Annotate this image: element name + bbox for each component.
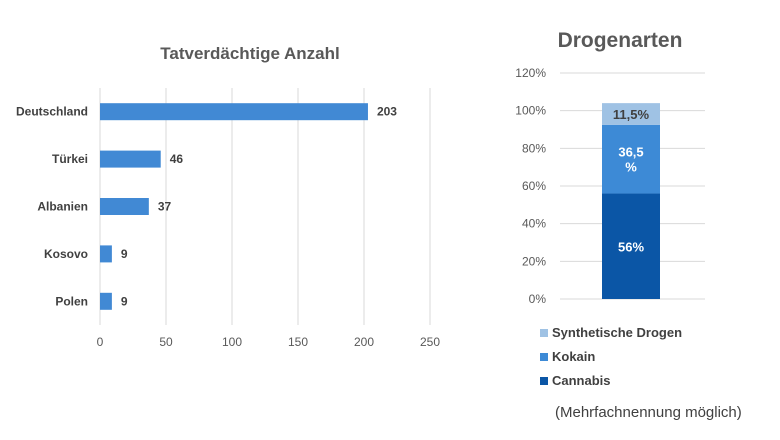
y-tick-label-4: 80% [522, 141, 546, 155]
x-tick-label-4: 200 [354, 335, 374, 349]
data-label-4: 9 [121, 294, 128, 308]
x-tick-label-2: 100 [222, 335, 242, 349]
stack-segment-cannabis [602, 193, 660, 299]
stack-segment-kokain [602, 124, 660, 194]
segment-label-1-0: 36,5 [618, 145, 643, 160]
x-tick-label-1: 50 [159, 335, 173, 349]
legend-swatch-2 [540, 377, 548, 385]
bar-kosovo [100, 245, 112, 263]
data-label-0: 203 [377, 105, 397, 119]
stack-segment-synthetische-drogen [602, 103, 660, 125]
legend-swatch-1 [540, 353, 548, 361]
data-label-3: 9 [121, 247, 128, 261]
legend-swatch-0 [540, 329, 548, 337]
bar-türkei [100, 150, 161, 168]
category-label-4: Polen [55, 294, 88, 308]
bar-deutschland [100, 103, 368, 121]
category-label-2: Albanien [37, 200, 88, 214]
bar-chart-title: Tatverdächtige Anzahl [160, 44, 339, 63]
category-label-1: Türkei [52, 152, 88, 166]
x-tick-label-3: 150 [288, 335, 308, 349]
y-tick-label-0: 0% [529, 292, 547, 306]
footnote: (Mehrfachnennung möglich) [555, 404, 742, 421]
bar-polen [100, 292, 112, 310]
y-tick-label-1: 20% [522, 254, 546, 268]
segment-label-0: 56% [618, 239, 644, 254]
category-label-0: Deutschland [16, 105, 88, 119]
y-tick-label-5: 100% [515, 104, 546, 118]
segment-label-2: 11,5% [613, 107, 650, 122]
y-tick-label-2: 40% [522, 217, 546, 231]
legend-label-1: Kokain [552, 349, 595, 364]
stacked-chart-title: Drogenarten [558, 29, 683, 52]
data-label-1: 46 [170, 152, 184, 166]
x-tick-label-0: 0 [97, 335, 104, 349]
x-tick-label-5: 250 [420, 335, 440, 349]
segment-label-1-1: % [625, 160, 637, 175]
y-tick-label-3: 60% [522, 179, 546, 193]
bar-albanien [100, 198, 149, 215]
y-tick-label-6: 120% [515, 66, 546, 80]
data-label-2: 37 [158, 200, 172, 214]
legend-label-0: Synthetische Drogen [552, 325, 682, 340]
category-label-3: Kosovo [44, 247, 88, 261]
legend-label-2: Cannabis [552, 373, 611, 388]
